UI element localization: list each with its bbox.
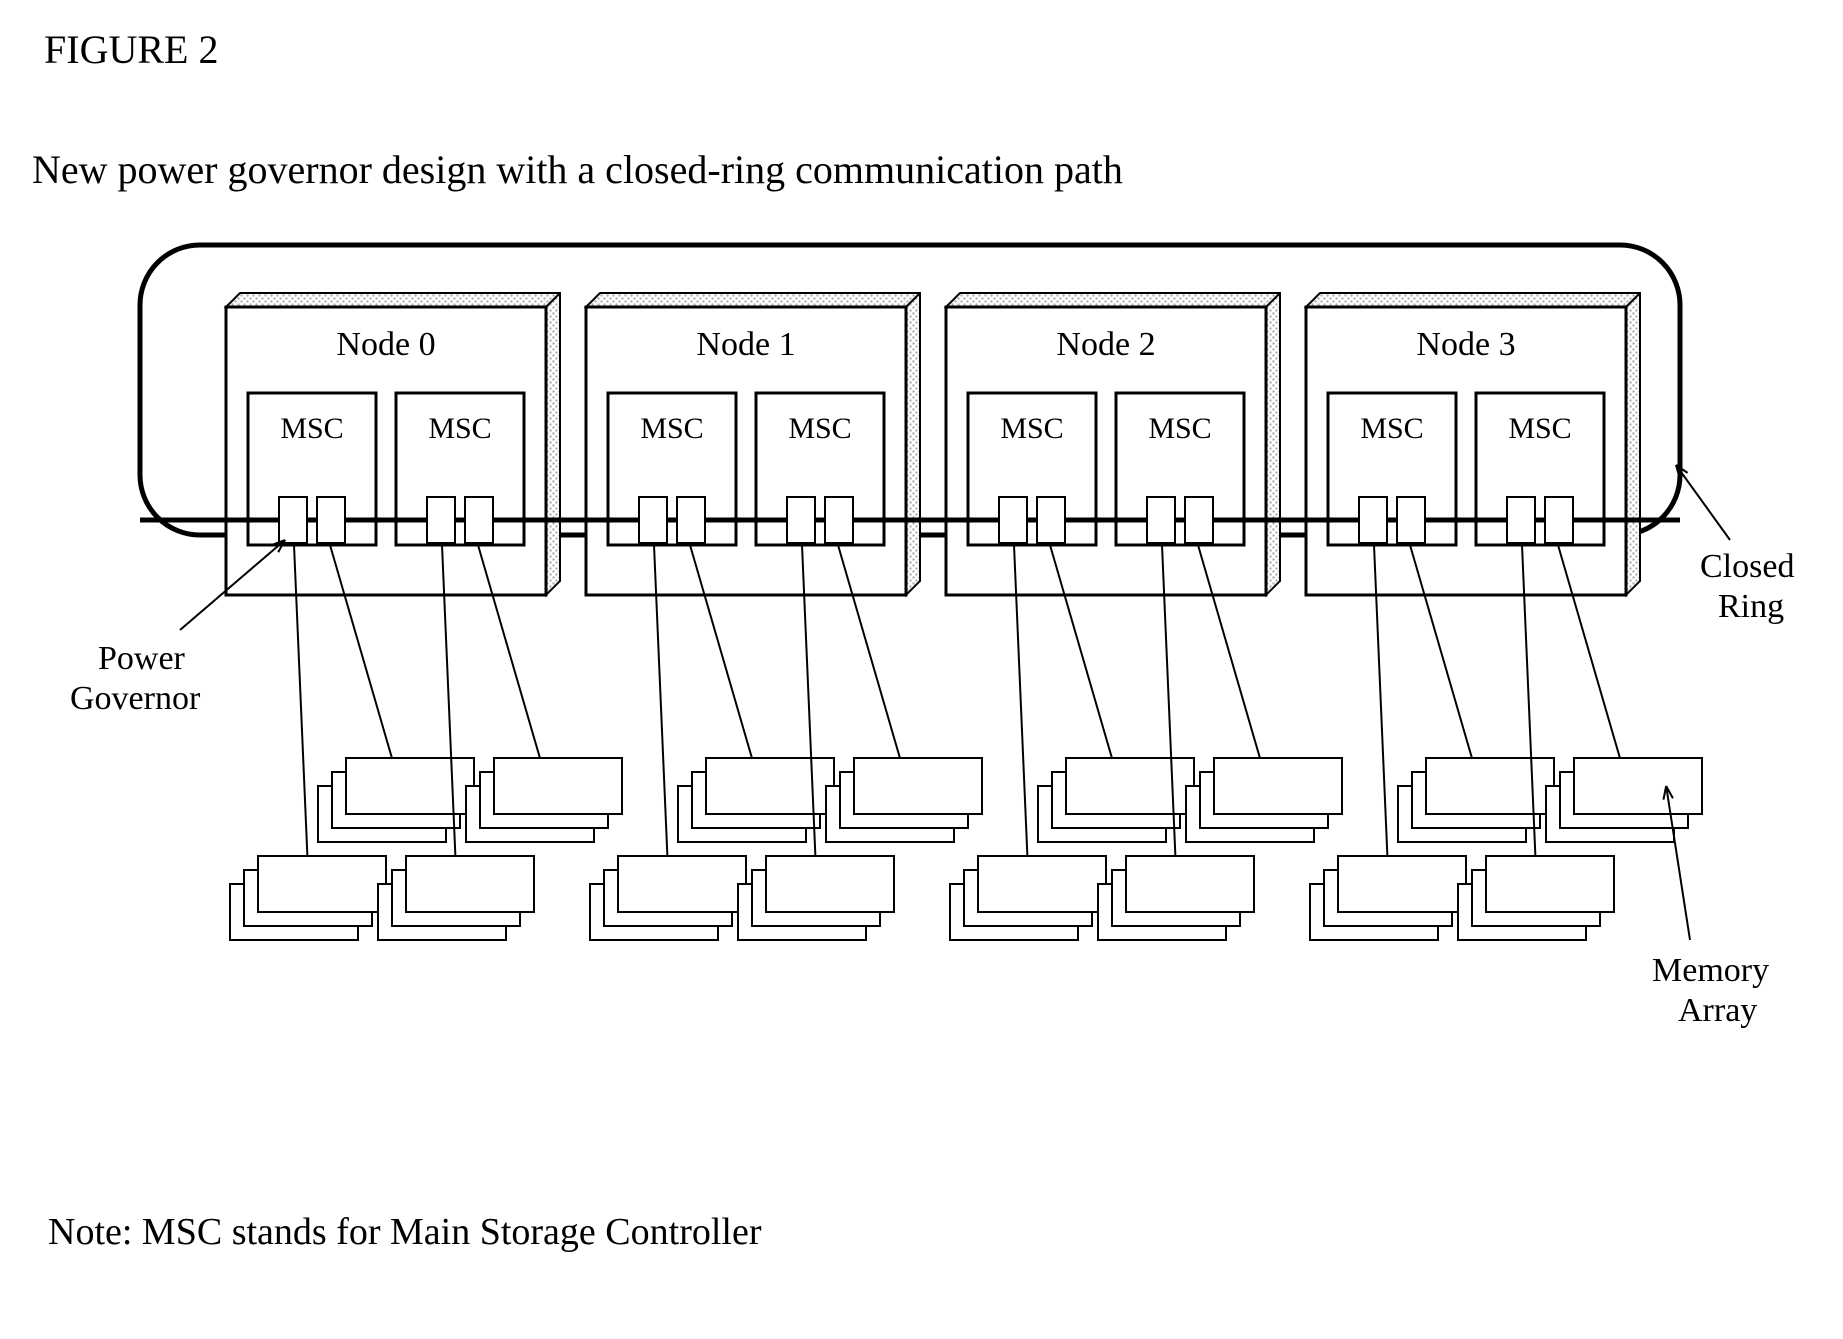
msc-label: MSC xyxy=(1508,412,1571,445)
power-governor-tab xyxy=(1507,497,1535,543)
power-governor-tab xyxy=(465,497,493,543)
msc-label: MSC xyxy=(788,412,851,445)
msc-label: MSC xyxy=(1360,412,1423,445)
power-governor-label-2: Governor xyxy=(70,680,200,718)
memory-card xyxy=(766,856,894,912)
memory-card xyxy=(854,758,982,814)
msc-label: MSC xyxy=(1148,412,1211,445)
memory-card xyxy=(258,856,386,912)
node-label: Node 3 xyxy=(1416,326,1515,363)
memory-card xyxy=(406,856,534,912)
node-label: Node 1 xyxy=(696,326,795,363)
node-label: Node 0 xyxy=(336,326,435,363)
power-governor-tab xyxy=(1397,497,1425,543)
memory-array-label-1: Memory xyxy=(1652,952,1769,990)
power-governor-tab xyxy=(787,497,815,543)
memory-card xyxy=(494,758,622,814)
memory-card xyxy=(1126,856,1254,912)
msc-label: MSC xyxy=(280,412,343,445)
power-governor-tab xyxy=(999,497,1027,543)
power-governor-tab xyxy=(427,497,455,543)
power-governor-tab xyxy=(1185,497,1213,543)
memory-card xyxy=(1066,758,1194,814)
closed-ring-label-2: Ring xyxy=(1718,588,1784,626)
msc-label: MSC xyxy=(428,412,491,445)
power-governor-tab xyxy=(677,497,705,543)
memory-card xyxy=(346,758,474,814)
power-governor-tab xyxy=(1359,497,1387,543)
node-label: Node 2 xyxy=(1056,326,1155,363)
memory-card xyxy=(1338,856,1466,912)
memory-array-label-2: Array xyxy=(1678,992,1757,1030)
memory-card xyxy=(1486,856,1614,912)
memory-card xyxy=(1574,758,1702,814)
power-governor-tab xyxy=(1545,497,1573,543)
msc-label: MSC xyxy=(1000,412,1063,445)
memory-card xyxy=(618,856,746,912)
power-governor-tab xyxy=(1037,497,1065,543)
memory-card xyxy=(706,758,834,814)
memory-card xyxy=(1426,758,1554,814)
figure-page: FIGURE 2New power governor design with a… xyxy=(0,0,1843,1339)
memory-card xyxy=(978,856,1106,912)
memory-card xyxy=(1214,758,1342,814)
diagram-canvas: Node 0 MSC MSC Node 1 MSC MSC Node 2 MSC MSC Node… xyxy=(0,0,1843,1339)
power-governor-tab xyxy=(639,497,667,543)
power-governor-tab xyxy=(1147,497,1175,543)
closed-ring-arrow xyxy=(1676,465,1730,540)
power-governor-tab xyxy=(279,497,307,543)
power-governor-tab xyxy=(825,497,853,543)
closed-ring-label-1: Closed xyxy=(1700,548,1794,586)
power-governor-label-1: Power xyxy=(98,640,185,678)
power-governor-tab xyxy=(317,497,345,543)
msc-label: MSC xyxy=(640,412,703,445)
